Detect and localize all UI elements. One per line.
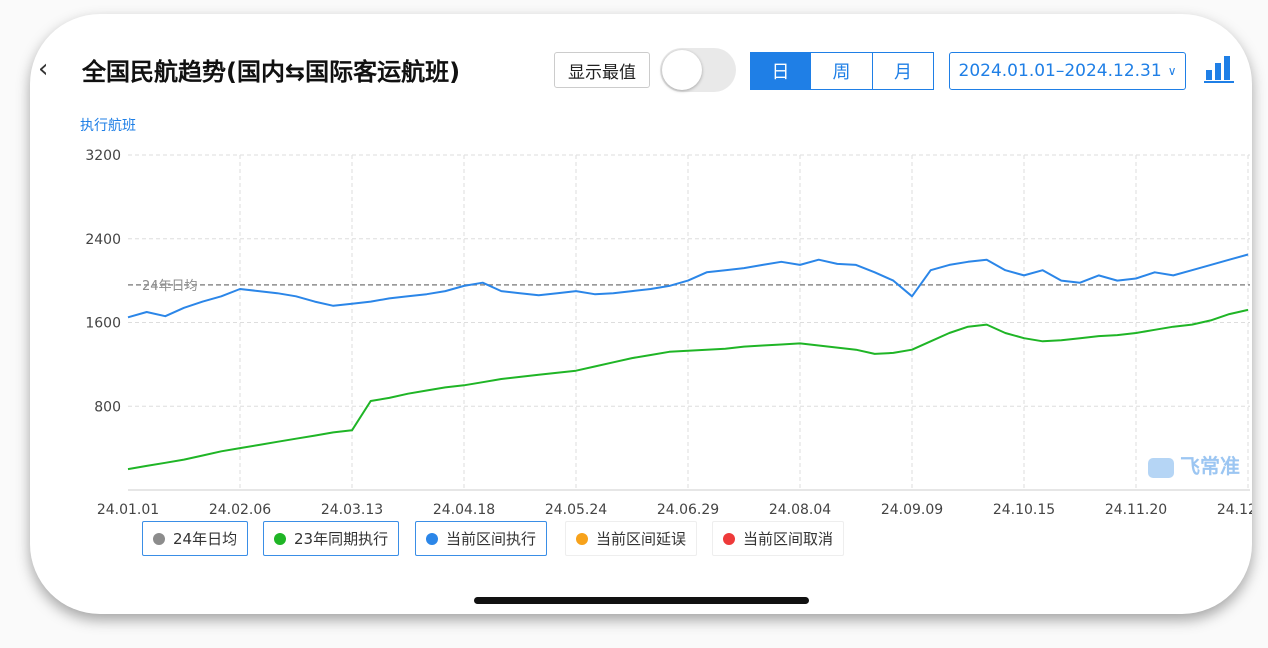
legend-item[interactable]: 当前区间延误: [565, 521, 698, 556]
legend-label: 当前区间延误: [596, 530, 687, 548]
legend-label: 24年日均: [173, 530, 238, 548]
back-icon[interactable]: ‹: [38, 54, 49, 84]
legend-label: 当前区间取消: [743, 530, 834, 548]
reference-label: 24年日均: [142, 279, 198, 294]
x-tick-label: 24.03.13: [321, 502, 383, 518]
date-range-text: 2024.01.01–2024.12.31: [958, 61, 1162, 81]
watermark: 飞常准: [1148, 450, 1240, 479]
chart-icon[interactable]: [1202, 54, 1238, 84]
legend-item[interactable]: 当前区间执行: [415, 521, 548, 556]
legend-label: 23年同期执行: [294, 530, 389, 548]
period-day[interactable]: 日: [750, 52, 811, 90]
x-tick-label: 24.06.29: [657, 502, 719, 518]
home-indicator: [474, 597, 809, 604]
series-line: [127, 253, 1249, 319]
x-tick-label: 24.10.15: [993, 502, 1055, 518]
title: 全国民航趋势(国内⇆国际客运航班): [82, 58, 461, 86]
x-tick-label: 24.09.09: [881, 502, 943, 518]
date-range[interactable]: 2024.01.01–2024.12.31 ∨: [949, 52, 1186, 90]
legend-dot: [576, 532, 588, 545]
legend-dot: [723, 532, 735, 545]
period-month[interactable]: 月: [872, 52, 934, 90]
series-line: [127, 308, 1249, 471]
legend-item[interactable]: 23年同期执行: [263, 521, 400, 556]
legend-label: 当前区间执行: [446, 530, 537, 548]
y-tick-label: 2400: [85, 232, 121, 248]
x-tick-label: 24.02.06: [209, 502, 271, 518]
app-card: ‹ 全国民航趋势(国内⇆国际客运航班) 显示最值 日 周 月 2024.01.0…: [30, 14, 1252, 614]
legend-dot: [274, 532, 286, 545]
y-axis-label: 执行航班: [80, 118, 136, 134]
x-tick-label: 24.08.04: [769, 502, 831, 518]
y-tick-label: 1600: [85, 316, 121, 332]
watermark-text: 飞常准: [1180, 454, 1240, 478]
x-tick-label: 24.05.24: [545, 502, 607, 518]
legend-dot: [426, 532, 438, 545]
x-tick-label: 24.11.20: [1105, 502, 1167, 518]
toggle[interactable]: [660, 48, 736, 92]
y-tick-label: 3200: [85, 148, 121, 164]
show-extremes-button[interactable]: 显示最值: [554, 52, 650, 88]
legend-item[interactable]: 24年日均: [142, 521, 249, 556]
x-tick-label: 24.12.26: [1217, 502, 1252, 518]
legend-item[interactable]: 当前区间取消: [712, 521, 845, 556]
legend-dot: [153, 532, 165, 545]
x-tick-label: 24.04.18: [433, 502, 495, 518]
x-tick-label: 24.01.01: [97, 502, 159, 518]
y-tick-label: 800: [94, 399, 121, 415]
